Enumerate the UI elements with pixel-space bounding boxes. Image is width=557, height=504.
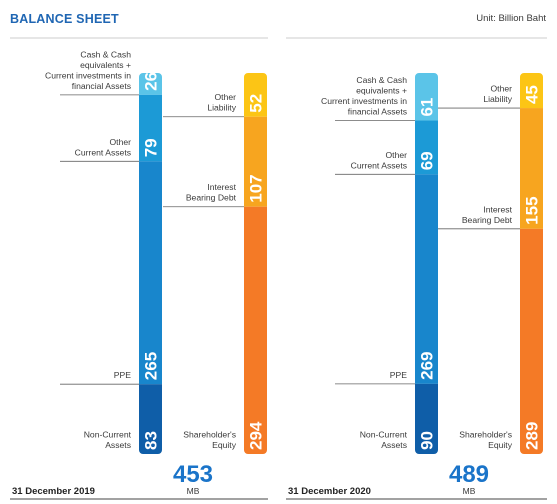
bar-corner [434, 450, 438, 454]
category-label-shareholder-s-equity: Shareholder's [183, 430, 236, 440]
total-value: 489 [449, 461, 489, 488]
value-label-interest-bearing-debt: 155 [523, 196, 542, 224]
category-label-other-current-assets: Other [110, 137, 132, 147]
category-label-non-current-assets: Assets [381, 440, 407, 450]
bar-corner [139, 73, 143, 77]
category-label-ppe: PPE [114, 370, 131, 380]
category-label-non-current-assets: Assets [105, 440, 131, 450]
bar-corner [244, 73, 248, 77]
category-label-interest-bearing-debt: Bearing Debt [462, 215, 513, 225]
category-label-interest-bearing-debt: Interest [483, 204, 512, 214]
bar-corner [415, 73, 419, 77]
bar-corner [263, 450, 267, 454]
liability-segment-shareholder-s-equity [520, 228, 543, 454]
asset-segment-non-current-assets [415, 383, 438, 454]
value-label-other-liability: 45 [523, 85, 542, 104]
liability-segment-shareholder-s-equity [244, 206, 267, 454]
category-label-cash-cash-equivalents-current-investments-in-financial-assets: Current investments in [321, 96, 407, 106]
category-label-cash-cash-equivalents-current-investments-in-financial-assets: equivalents + [356, 86, 407, 96]
category-label-interest-bearing-debt: Bearing Debt [186, 193, 237, 203]
category-label-cash-cash-equivalents-current-investments-in-financial-assets: financial Assets [72, 81, 131, 91]
bar-corner [434, 73, 438, 77]
category-label-shareholder-s-equity: Equity [212, 440, 237, 450]
value-label-ppe: 269 [418, 352, 437, 380]
bar-corner [539, 73, 543, 77]
bar-corner [158, 73, 162, 77]
category-label-other-liability: Other [215, 92, 237, 102]
liability-segment-other-liability [244, 73, 267, 117]
category-label-shareholder-s-equity: Shareholder's [459, 430, 512, 440]
asset-segment-cash-cash-equivalents-current-investments-in-financial-assets [139, 73, 162, 95]
bar-corner [158, 450, 162, 454]
value-label-shareholder-s-equity: 294 [247, 421, 266, 450]
bar-corner [539, 450, 543, 454]
unit-label: Unit: Billion Baht [476, 13, 546, 24]
value-label-shareholder-s-equity: 289 [523, 422, 542, 450]
category-label-non-current-assets: Non-Current [84, 430, 132, 440]
category-label-other-liability: Liability [483, 94, 512, 104]
total-unit: MB [463, 486, 476, 496]
asset-segment-non-current-assets [139, 384, 162, 454]
asset-segment-ppe [415, 174, 438, 384]
chart-title: BALANCE SHEET [10, 12, 119, 26]
asset-segment-other-current-assets [139, 94, 162, 162]
period-label: 31 December 2020 [288, 486, 371, 497]
asset-segment-cash-cash-equivalents-current-investments-in-financial-assets [415, 73, 438, 121]
bar-corner [244, 450, 248, 454]
value-label-ppe: 265 [142, 352, 161, 380]
bar-corner [520, 73, 524, 77]
category-label-cash-cash-equivalents-current-investments-in-financial-assets: equivalents + [80, 60, 131, 70]
bar-corner [415, 450, 419, 454]
category-label-other-liability: Liability [207, 103, 236, 113]
liability-segment-interest-bearing-debt [520, 108, 543, 229]
category-label-interest-bearing-debt: Interest [207, 182, 236, 192]
value-label-non-current-assets: 83 [142, 431, 161, 450]
category-label-non-current-assets: Non-Current [360, 430, 408, 440]
category-label-ppe: PPE [390, 370, 407, 380]
value-label-other-current-assets: 79 [142, 138, 161, 157]
liability-segment-other-liability [520, 73, 543, 109]
value-label-other-current-assets: 69 [418, 151, 437, 170]
category-label-cash-cash-equivalents-current-investments-in-financial-assets: Current investments in [45, 70, 131, 80]
bar-corner [139, 450, 143, 454]
value-label-other-liability: 52 [247, 94, 266, 113]
category-label-other-current-assets: Current Assets [75, 147, 131, 157]
total-unit: MB [187, 486, 200, 496]
value-label-cash-cash-equivalents-current-investments-in-financial-assets: 26 [142, 72, 161, 91]
category-label-cash-cash-equivalents-current-investments-in-financial-assets: Cash & Cash [356, 75, 407, 85]
category-label-cash-cash-equivalents-current-investments-in-financial-assets: financial Assets [348, 107, 407, 117]
category-label-other-current-assets: Other [386, 150, 408, 160]
bar-corner [520, 450, 524, 454]
category-label-other-liability: Other [491, 84, 513, 94]
category-label-shareholder-s-equity: Equity [488, 440, 513, 450]
value-label-non-current-assets: 90 [418, 431, 437, 450]
total-value: 453 [173, 461, 213, 488]
value-label-interest-bearing-debt: 107 [247, 174, 266, 202]
asset-segment-other-current-assets [415, 120, 438, 175]
liability-segment-interest-bearing-debt [244, 116, 267, 207]
period-label: 31 December 2019 [12, 486, 95, 497]
asset-segment-ppe [139, 161, 162, 385]
category-label-other-current-assets: Current Assets [351, 160, 407, 170]
category-label-cash-cash-equivalents-current-investments-in-financial-assets: Cash & Cash [80, 49, 131, 59]
bar-corner [263, 73, 267, 77]
value-label-cash-cash-equivalents-current-investments-in-financial-assets: 61 [418, 98, 437, 117]
